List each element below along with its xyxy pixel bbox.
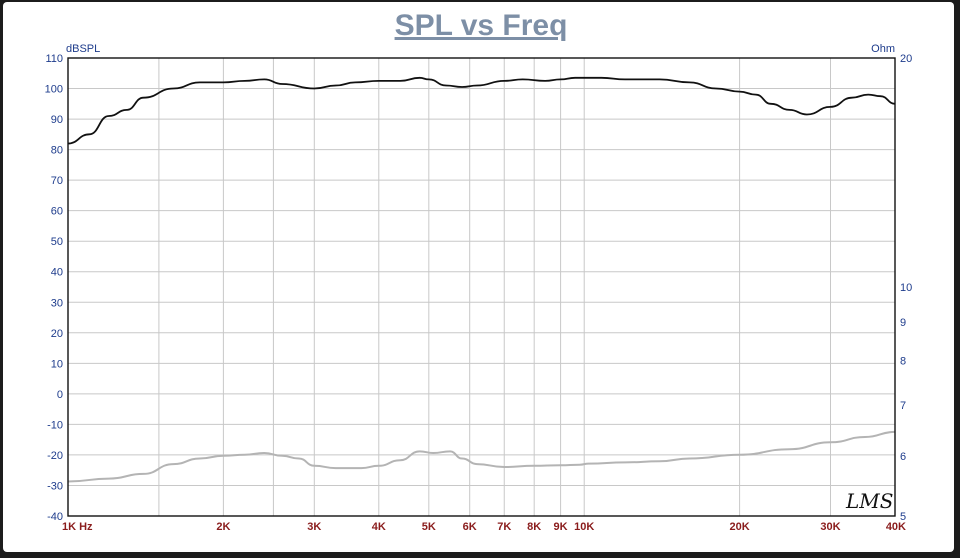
left-tick-label: 110 <box>45 53 63 65</box>
left-tick-label: 100 <box>45 84 63 96</box>
right-tick-label: 10 <box>900 282 912 294</box>
lms-logo: LMS <box>845 489 893 513</box>
left-tick-label: 30 <box>51 297 63 309</box>
right-tick-label: 9 <box>900 317 906 329</box>
left-tick-label: 50 <box>51 236 63 248</box>
x-tick-label: 10K <box>574 521 594 533</box>
x-tick-label: 4K <box>372 521 386 533</box>
left-tick-label: -40 <box>47 511 63 523</box>
x-tick-label: 7K <box>497 521 511 533</box>
left-tick-label: 60 <box>51 206 63 218</box>
right-tick-label: 8 <box>900 356 906 368</box>
left-tick-label: -30 <box>47 480 63 492</box>
curves <box>67 76 896 483</box>
left-tick-label: 70 <box>51 175 63 187</box>
x-tick-label: 40K <box>886 521 906 533</box>
right-tick-label: 7 <box>900 400 906 412</box>
x-tick-label: 3K <box>307 521 321 533</box>
left-tick-label: 10 <box>51 358 63 370</box>
right-tick-label: 5 <box>900 511 906 523</box>
right-tick-label: 6 <box>900 451 906 463</box>
left-tick-label: 90 <box>51 114 63 126</box>
x-tick-label: 30K <box>820 521 840 533</box>
spl-curve <box>67 76 896 145</box>
right-axis-ticks: 20 10 9 8 7 6 5 <box>900 53 912 523</box>
plot-border <box>67 57 896 517</box>
right-axis-unit: Ohm <box>871 43 895 55</box>
left-axis-unit: dBSPL <box>66 43 100 55</box>
left-tick-label: 20 <box>51 328 63 340</box>
impedance-curve <box>67 430 896 483</box>
chart-title: SPL vs Freq <box>395 9 568 42</box>
x-tick-label: 2K <box>216 521 230 533</box>
x-tick-label: 1K Hz <box>62 521 93 533</box>
x-tick-label: 5K <box>422 521 436 533</box>
x-tick-label: 20K <box>730 521 750 533</box>
right-tick-label: 20 <box>900 53 912 65</box>
x-tick-label: 8K <box>527 521 541 533</box>
left-tick-label: 0 <box>57 389 63 401</box>
left-tick-label: 40 <box>51 267 63 279</box>
left-tick-label: -20 <box>47 450 63 462</box>
chart-frame <box>3 2 954 552</box>
x-tick-label: 9K <box>554 521 568 533</box>
left-tick-label: -10 <box>47 419 63 431</box>
left-tick-label: 80 <box>51 145 63 157</box>
grid <box>67 57 896 517</box>
x-tick-label: 6K <box>463 521 477 533</box>
x-axis-ticks: 1K Hz 2K 3K 4K 5K 6K 7K 8K 9K 10K 20K 30K 40K <box>62 521 906 533</box>
